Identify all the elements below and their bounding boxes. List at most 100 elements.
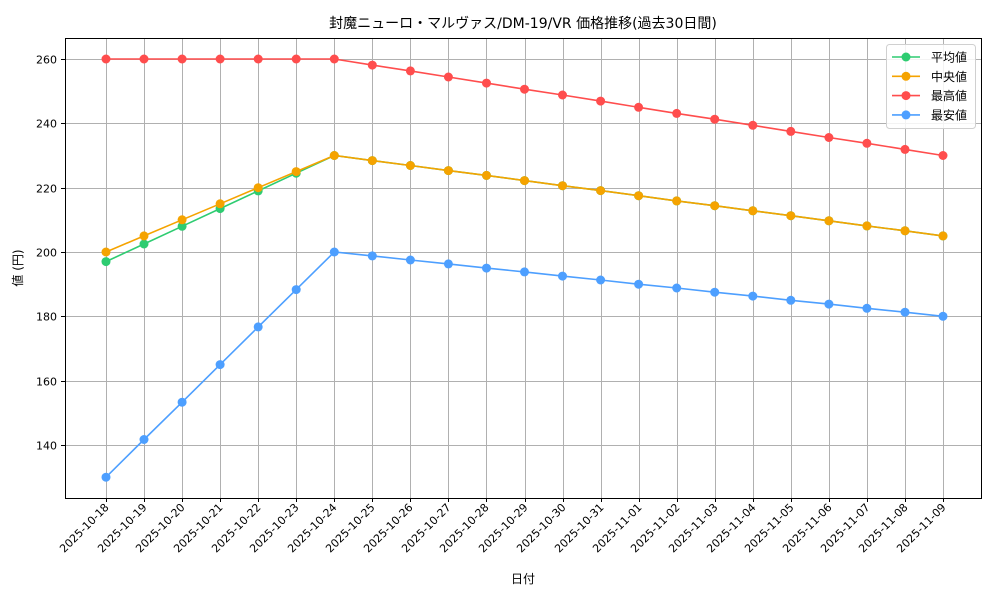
data-point <box>938 151 948 160</box>
y-tick-label: 200 <box>36 247 57 260</box>
data-point <box>139 239 149 249</box>
data-point <box>329 151 339 160</box>
legend-label: 最安値 <box>931 107 967 122</box>
legend-marker-icon <box>901 91 911 101</box>
data-point <box>253 54 263 64</box>
data-point <box>672 196 682 206</box>
y-axis: 140 160 180 200 220 240 260 <box>36 54 65 453</box>
data-point <box>520 84 529 94</box>
data-point <box>139 231 149 241</box>
data-point <box>443 166 453 176</box>
data-point <box>215 360 225 370</box>
data-point <box>101 247 111 257</box>
data-point <box>101 54 111 64</box>
data-point <box>101 472 111 482</box>
data-point <box>329 54 339 64</box>
data-point <box>405 66 415 76</box>
data-point <box>177 221 187 231</box>
data-point <box>520 267 529 277</box>
data-point <box>367 251 377 261</box>
data-point <box>291 167 301 177</box>
legend-marker-icon <box>901 52 911 62</box>
data-point <box>634 279 644 289</box>
data-point <box>139 435 149 444</box>
data-point <box>900 144 910 154</box>
data-point <box>596 186 606 196</box>
series-lines <box>101 54 948 482</box>
data-point <box>139 54 149 64</box>
data-point <box>520 176 529 186</box>
data-point <box>558 90 567 100</box>
data-point <box>672 283 682 293</box>
x-axis: 2025-10-182025-10-192025-10-202025-10-21… <box>57 498 949 555</box>
legend-marker-icon <box>901 110 911 120</box>
data-point <box>443 72 453 82</box>
data-point <box>900 226 910 236</box>
series-3 <box>101 247 948 482</box>
series-line <box>105 154 944 263</box>
y-tick-label: 240 <box>36 118 57 131</box>
data-point <box>558 271 567 281</box>
y-tick-label: 220 <box>36 183 57 196</box>
data-point <box>862 221 872 231</box>
y-tick-label: 180 <box>36 311 57 324</box>
data-point <box>786 295 796 305</box>
chart-title: 封魔ニューロ・マルヴァス/DM-19/VR 価格推移(過去30日間) <box>329 15 717 32</box>
legend-marker-icon <box>901 71 911 81</box>
y-tick-label: 260 <box>36 54 57 67</box>
data-point <box>862 303 872 313</box>
data-point <box>482 170 491 180</box>
data-point <box>596 275 606 285</box>
data-point <box>177 397 187 407</box>
data-point <box>177 54 187 64</box>
data-point <box>748 291 758 301</box>
legend-item: 中央値 <box>892 69 967 84</box>
data-point <box>710 201 720 211</box>
data-point <box>748 206 758 216</box>
data-point <box>329 247 339 257</box>
x-axis-label: 日付 <box>511 572 535 586</box>
series-2 <box>101 54 948 160</box>
data-point <box>672 108 682 118</box>
data-point <box>786 126 796 136</box>
data-point <box>443 259 453 269</box>
data-point <box>558 181 567 191</box>
data-point <box>405 161 415 170</box>
legend-item: 最安値 <box>892 107 967 122</box>
y-tick-label: 160 <box>36 376 57 389</box>
data-point <box>634 102 644 112</box>
series-line <box>105 251 944 478</box>
data-point <box>938 311 948 321</box>
legend-label: 最高値 <box>931 88 967 103</box>
data-point <box>177 215 187 225</box>
data-point <box>101 257 111 267</box>
data-point <box>824 216 834 226</box>
data-point <box>786 211 796 221</box>
legend-box <box>886 44 976 129</box>
data-point <box>482 78 491 88</box>
legend-label: 平均値 <box>931 50 967 65</box>
data-point <box>253 183 263 193</box>
data-point <box>596 96 606 106</box>
data-point <box>938 231 948 241</box>
data-point <box>482 263 491 273</box>
data-point <box>824 299 834 309</box>
legend-label: 中央値 <box>931 69 967 84</box>
series-1 <box>101 151 948 257</box>
series-line <box>106 58 944 157</box>
data-point <box>367 60 377 70</box>
data-point <box>215 199 225 209</box>
legend-item: 最高値 <box>892 88 967 103</box>
data-point <box>367 156 377 166</box>
data-point <box>862 138 872 148</box>
data-point <box>291 285 301 295</box>
y-axis-label: 値 (円) <box>10 249 25 286</box>
y-tick-label: 140 <box>36 440 57 453</box>
data-point <box>253 322 263 332</box>
data-point <box>824 133 834 142</box>
data-point <box>900 307 910 317</box>
data-point <box>215 54 225 64</box>
